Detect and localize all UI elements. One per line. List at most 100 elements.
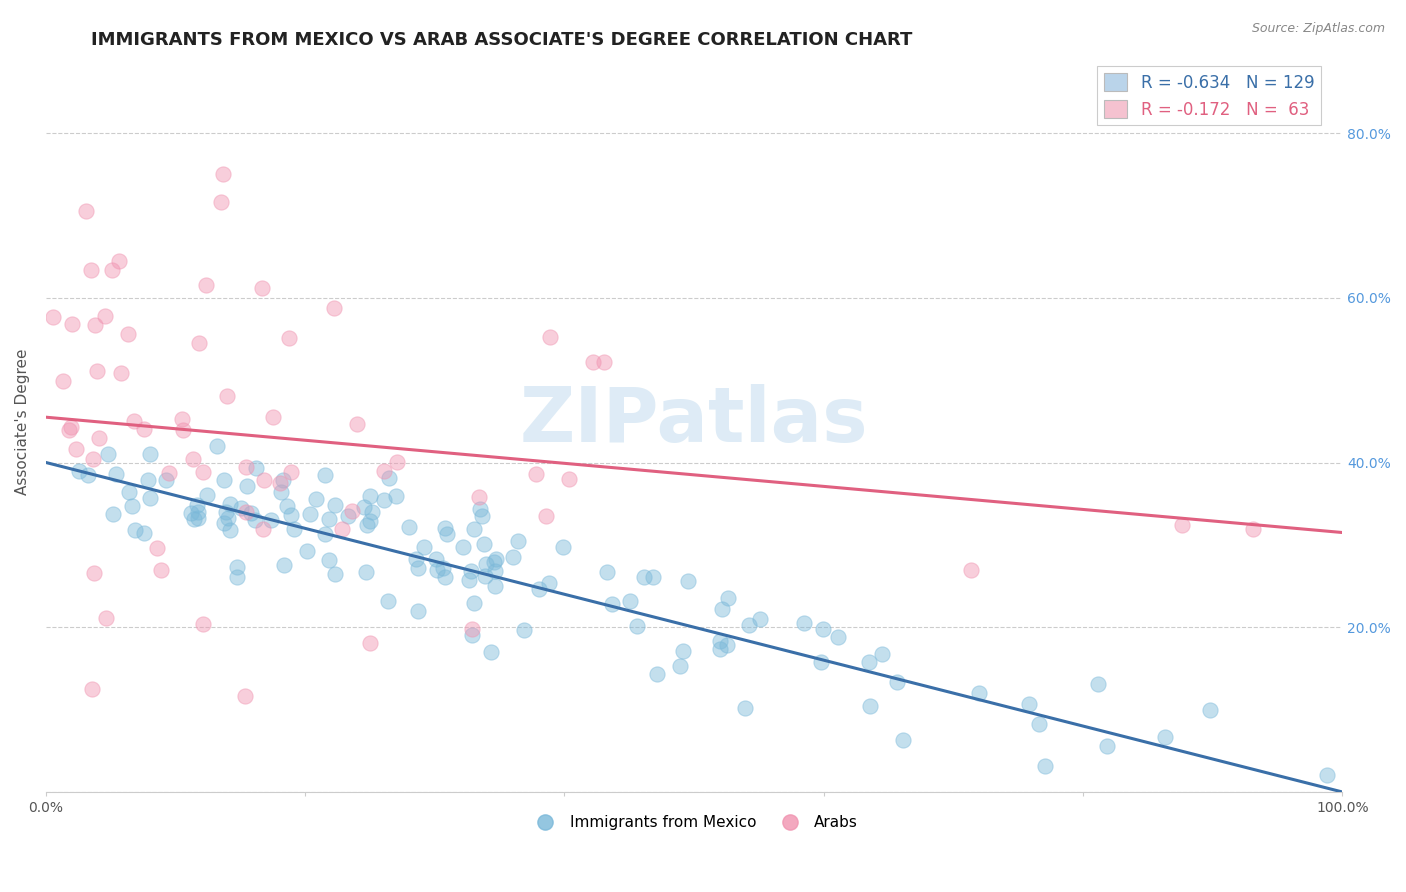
Point	[793, 616, 815, 631]
Point	[1087, 676, 1109, 690]
Point	[1097, 739, 1119, 753]
Point	[460, 564, 482, 578]
Point	[1033, 759, 1056, 773]
Text: Source: ZipAtlas.com: Source: ZipAtlas.com	[1251, 22, 1385, 36]
Point	[513, 623, 536, 637]
Point	[278, 330, 301, 344]
Point	[314, 526, 336, 541]
Point	[479, 645, 502, 659]
Point	[94, 309, 117, 323]
Point	[398, 520, 420, 534]
Point	[187, 510, 209, 524]
Point	[250, 281, 273, 295]
Point	[110, 366, 132, 380]
Point	[318, 512, 340, 526]
Point	[353, 500, 375, 515]
Point	[361, 505, 384, 519]
Y-axis label: Associate's Degree: Associate's Degree	[15, 348, 30, 494]
Point	[1170, 518, 1192, 533]
Point	[191, 616, 214, 631]
Point	[484, 579, 506, 593]
Point	[209, 194, 232, 209]
Point	[408, 604, 430, 618]
Point	[183, 512, 205, 526]
Point	[235, 460, 257, 475]
Point	[330, 522, 353, 536]
Point	[80, 682, 103, 697]
Point	[468, 501, 491, 516]
Point	[217, 510, 239, 524]
Point	[472, 537, 495, 551]
Point	[461, 622, 484, 636]
Point	[83, 318, 105, 332]
Point	[558, 472, 581, 486]
Point	[484, 565, 506, 579]
Point	[1153, 731, 1175, 745]
Point	[271, 473, 294, 487]
Point	[387, 455, 409, 469]
Point	[243, 513, 266, 527]
Point	[124, 523, 146, 537]
Point	[322, 301, 344, 315]
Point	[87, 432, 110, 446]
Point	[105, 467, 128, 481]
Point	[215, 389, 238, 403]
Point	[149, 563, 172, 577]
Point	[346, 417, 368, 432]
Point	[672, 644, 695, 658]
Point	[134, 422, 156, 436]
Point	[710, 602, 733, 616]
Point	[124, 414, 146, 428]
Point	[139, 447, 162, 461]
Point	[645, 667, 668, 681]
Point	[463, 596, 485, 610]
Point	[619, 593, 641, 607]
Point	[1241, 522, 1264, 536]
Point	[211, 167, 233, 181]
Point	[412, 540, 434, 554]
Point	[1018, 697, 1040, 711]
Point	[626, 619, 648, 633]
Point	[471, 509, 494, 524]
Point	[596, 565, 619, 579]
Point	[484, 555, 506, 569]
Point	[172, 424, 194, 438]
Point	[709, 642, 731, 657]
Point	[337, 509, 360, 524]
Point	[458, 573, 481, 587]
Point	[717, 591, 740, 606]
Point	[356, 517, 378, 532]
Point	[252, 522, 274, 536]
Point	[219, 523, 242, 537]
Point	[86, 364, 108, 378]
Point	[323, 498, 346, 512]
Point	[226, 569, 249, 583]
Point	[709, 634, 731, 648]
Point	[506, 533, 529, 548]
Point	[432, 561, 454, 575]
Point	[229, 501, 252, 516]
Point	[215, 505, 238, 519]
Point	[97, 447, 120, 461]
Point	[108, 254, 131, 268]
Point	[146, 541, 169, 556]
Point	[118, 485, 141, 500]
Point	[359, 514, 381, 528]
Point	[269, 476, 291, 491]
Point	[870, 647, 893, 661]
Point	[233, 690, 256, 704]
Point	[582, 355, 605, 369]
Point	[340, 504, 363, 518]
Point	[406, 561, 429, 575]
Point	[475, 557, 498, 571]
Point	[155, 474, 177, 488]
Point	[240, 506, 263, 520]
Point	[426, 563, 449, 577]
Point	[524, 467, 547, 481]
Point	[186, 498, 208, 512]
Point	[59, 419, 82, 434]
Point	[1198, 703, 1220, 717]
Point	[260, 513, 283, 527]
Point	[75, 204, 97, 219]
Point	[136, 473, 159, 487]
